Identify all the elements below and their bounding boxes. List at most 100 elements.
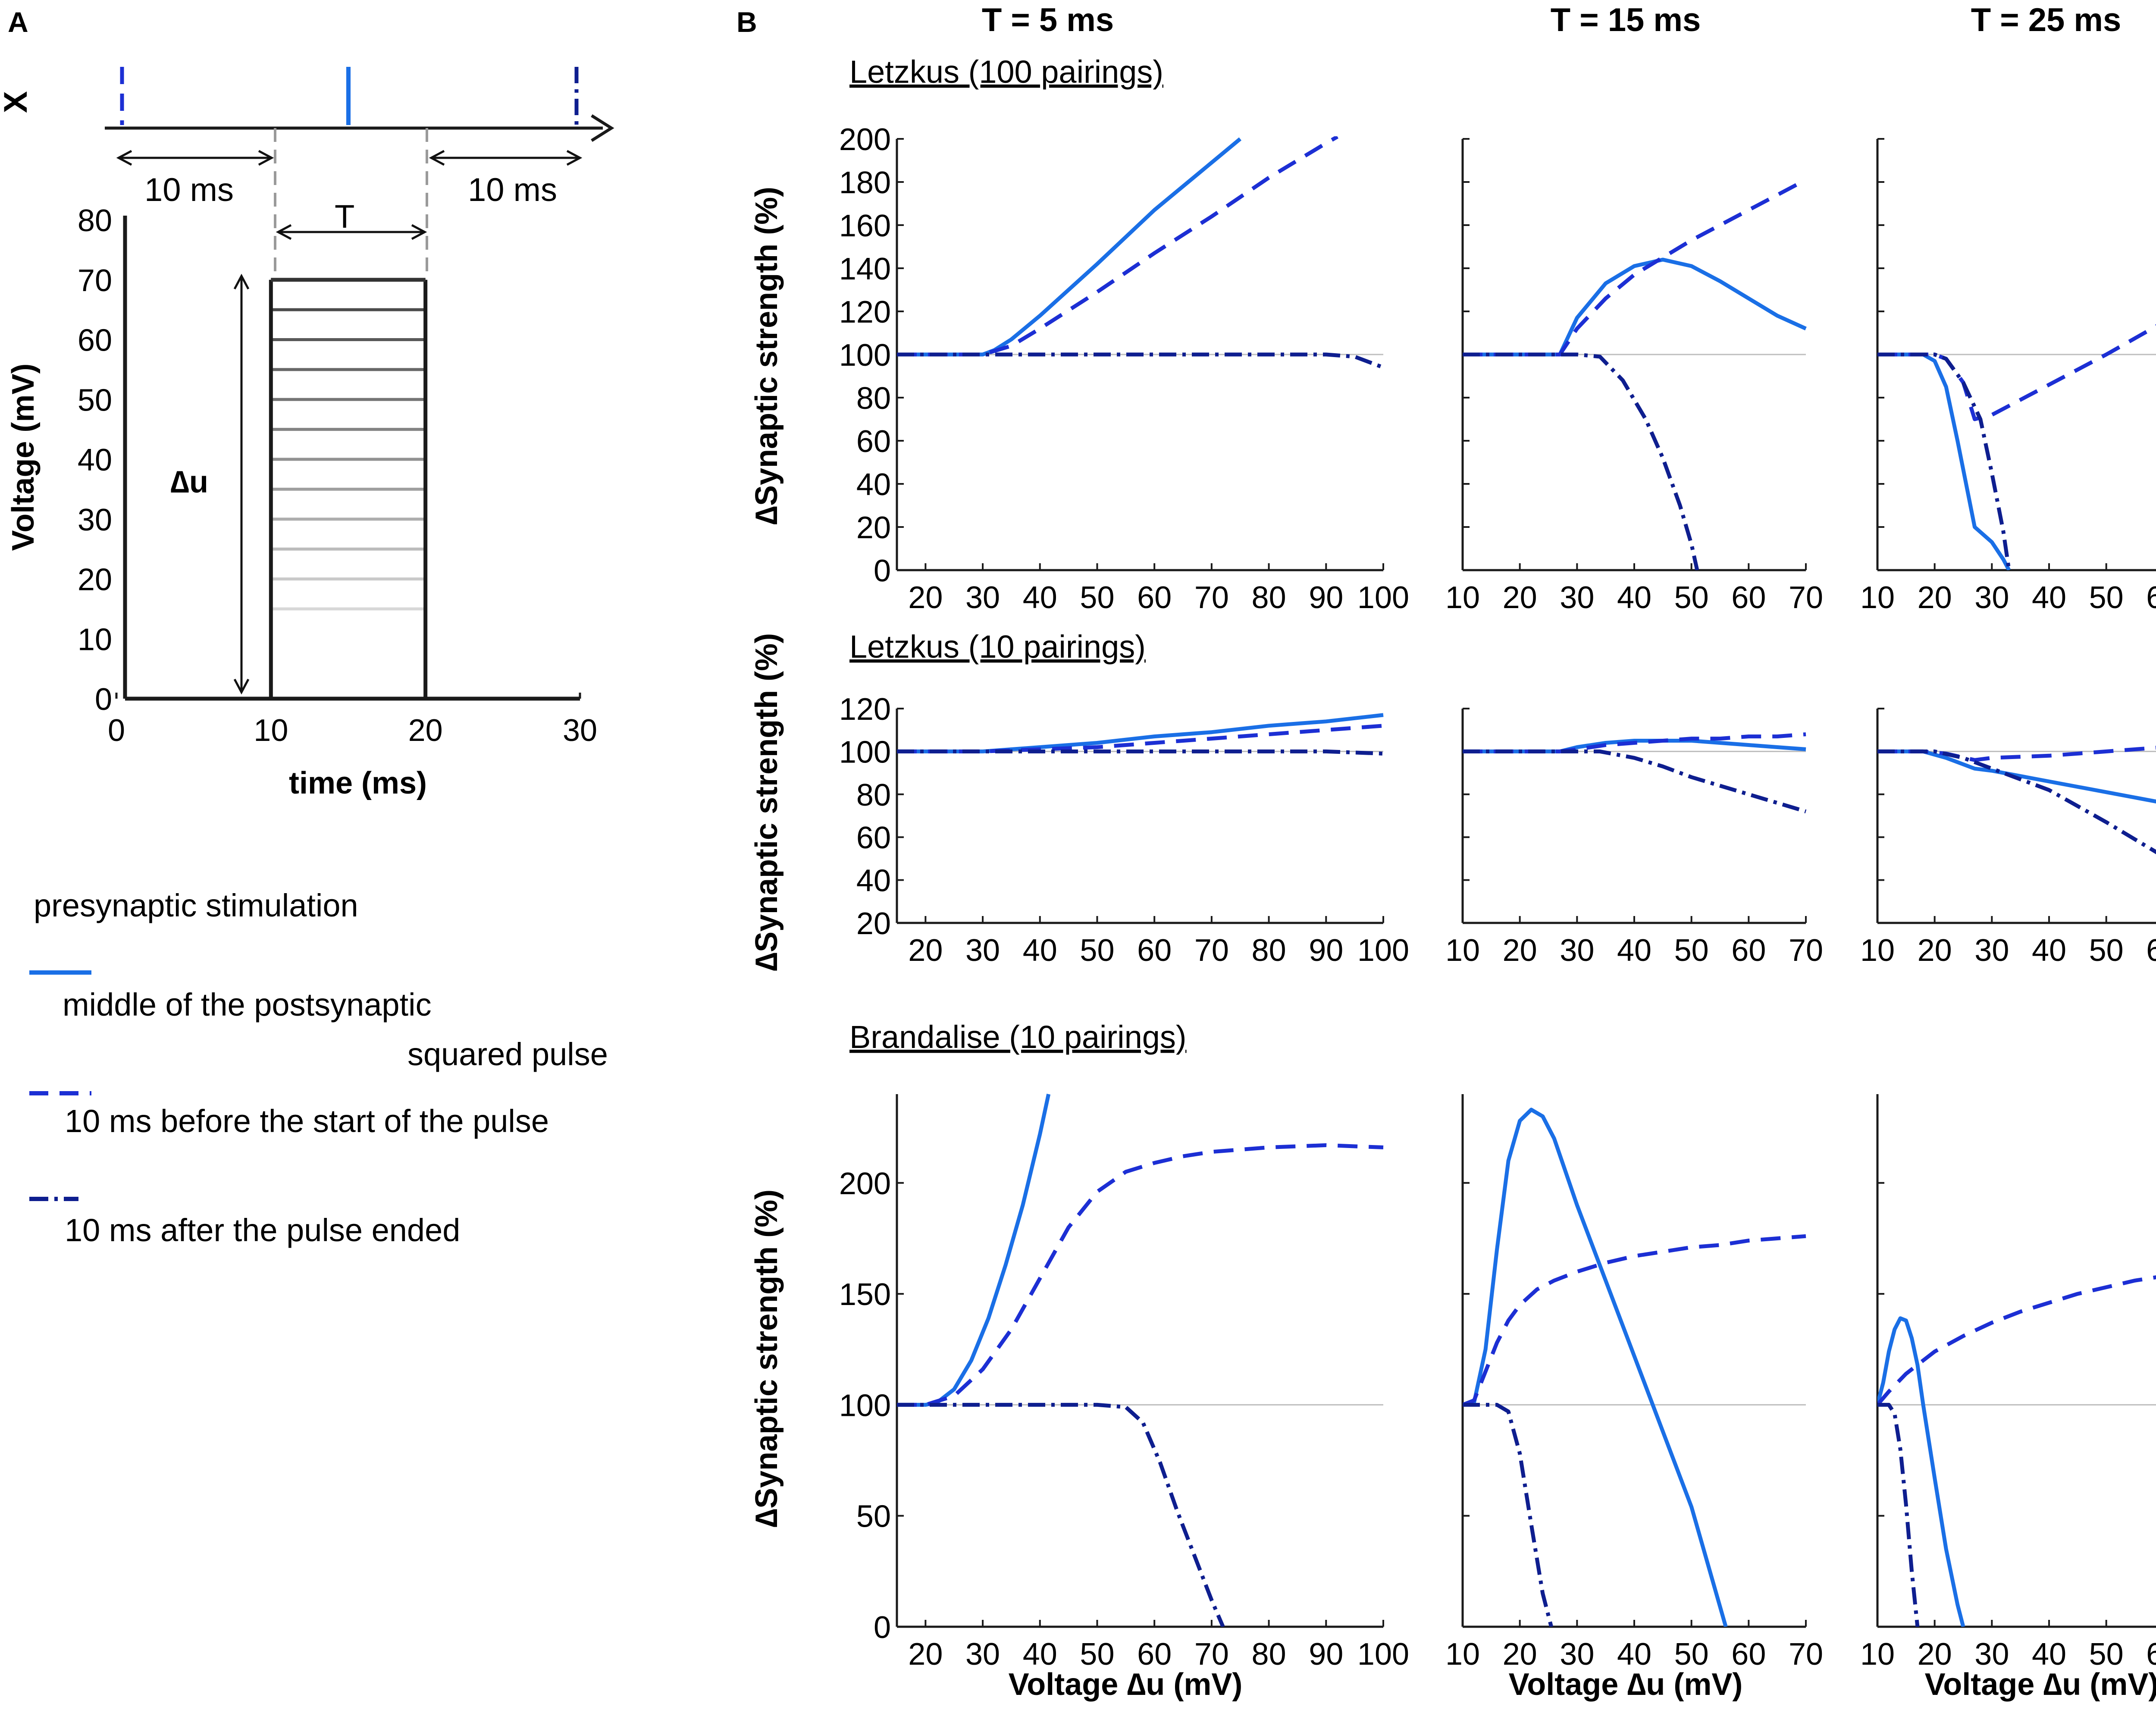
xtick-label: 60: [1137, 580, 1172, 615]
xtick-label: 50: [1674, 1637, 1709, 1672]
series-dashdot-line: [897, 749, 1384, 756]
panel-a-ytick-label: 60: [78, 323, 112, 358]
xtick-label: 60: [2146, 580, 2156, 615]
ytick-label: 120: [839, 295, 891, 329]
xtick-label: 60: [1731, 580, 1766, 615]
xtick-label: 30: [1560, 580, 1594, 615]
ytick-label: 100: [839, 735, 891, 769]
xtick-label: 20: [1503, 933, 1537, 968]
xtick-label: 40: [2032, 1637, 2066, 1672]
timeline-arrowhead: [591, 114, 614, 142]
xtick-label: 100: [1357, 933, 1409, 968]
xtick-label: 10: [1860, 933, 1895, 968]
xtick-label: 50: [1674, 580, 1709, 615]
xtick-label: 20: [1918, 1637, 1952, 1672]
ytick-label: 80: [856, 778, 891, 813]
row2-ylabel: ∆Synaptic strength (%): [749, 633, 784, 971]
xtick-label: 40: [1023, 580, 1057, 615]
xtick-label: 70: [1789, 580, 1823, 615]
series-dashdot-line: [1463, 352, 1699, 570]
series-dashed-line: [1463, 1234, 1806, 1407]
panel-a-xtick-label: 20: [408, 713, 443, 748]
series-solid-line: [1463, 257, 1807, 357]
panel-a-ytick-label: 0: [95, 682, 112, 717]
xtick-label: 70: [1194, 1637, 1229, 1672]
series-solid-line: [1463, 1107, 1728, 1627]
xtick-label: 10: [1445, 1637, 1480, 1672]
column-title-2: T = 15 ms: [1551, 2, 1701, 38]
xtick-label: 50: [1080, 580, 1114, 615]
ytick-label: 120: [839, 692, 891, 727]
xtick-label: 10: [1860, 1637, 1895, 1672]
xtick-label: 50: [2089, 1637, 2124, 1672]
legend-solid-line2: squared pulse: [407, 1036, 608, 1072]
xtick-label: 40: [1023, 1637, 1057, 1672]
xtick-label: 10: [1860, 580, 1895, 615]
xlabel-col1: Voltage ∆u (mV): [1009, 1667, 1243, 1702]
xtick-label: 20: [908, 580, 943, 615]
subplot-2: 10 20 30 40 50 60 70: [1445, 138, 1823, 615]
xtick-label: 90: [1309, 933, 1343, 968]
xtick-label: 20: [1503, 580, 1537, 615]
row-title-1: Letzkus (100 pairings): [849, 54, 1163, 90]
arrow-10ms-right-heads: [429, 150, 583, 166]
xtick-label: 30: [965, 580, 1000, 615]
subplot-1: 0 20 40 60 80 100 120 140 160 180 200 20 30 40 50 60 70 8…: [839, 122, 1409, 615]
series-dashed-line: [1877, 1275, 2156, 1406]
xtick-label: 60: [1137, 933, 1172, 968]
arrow-delta-u-heads: [233, 273, 250, 695]
xtick-label: 10: [1445, 933, 1480, 968]
row3-ylabel: ∆Synaptic strength (%): [749, 1189, 784, 1528]
xtick-label: 30: [1560, 933, 1594, 968]
xtick-label: 40: [1023, 933, 1057, 968]
label-10ms-right: 10 ms: [468, 172, 557, 208]
series-dashdot-line: [1877, 1402, 1920, 1627]
series-dashdot-line: [897, 352, 1384, 370]
subplot-7: 0 50 100 150 200 20 30 40 50 60 70 80 90 100: [839, 1094, 1409, 1672]
ytick-label: 200: [839, 122, 891, 157]
ytick-label: 40: [856, 864, 891, 898]
panel-a-xtick-label: 0: [108, 713, 125, 748]
xtick-label: 20: [908, 933, 943, 968]
column-title-3: T = 25 ms: [1971, 2, 2122, 38]
subplot-5: 10 20 30 40 50 60 70: [1445, 708, 1823, 968]
xtick-label: 30: [1560, 1637, 1594, 1672]
xtick-label: 30: [1974, 1637, 2009, 1672]
label-T: T: [335, 198, 354, 235]
xtick-label: 50: [1080, 933, 1114, 968]
ytick-label: 0: [874, 554, 891, 588]
xtick-label: 60: [1731, 933, 1766, 968]
series-dashdot-line: [1463, 749, 1807, 813]
panel-a-ytick-label: 80: [78, 204, 112, 238]
series-dashed-line: [1877, 324, 2156, 421]
ytick-label: 150: [839, 1277, 891, 1312]
ytick-label: 140: [839, 252, 891, 286]
xlabel-col2: Voltage ∆u (mV): [1509, 1667, 1743, 1702]
ytick-label: 60: [856, 424, 891, 459]
xtick-label: 100: [1357, 580, 1409, 615]
xtick-label: 90: [1309, 1637, 1343, 1672]
ytick-label: 80: [856, 381, 891, 416]
xtick-label: 80: [1252, 1637, 1286, 1672]
xtick-label: 60: [2146, 1637, 2156, 1672]
xtick-label: 50: [2089, 580, 2124, 615]
xtick-label: 20: [1918, 580, 1952, 615]
xtick-label: 50: [1674, 933, 1709, 968]
ytick-label: 100: [839, 1388, 891, 1423]
ytick-label: 60: [856, 821, 891, 855]
panel-a-x-label: X: [0, 91, 34, 113]
xtick-label: 30: [965, 1637, 1000, 1672]
xtick-label: 30: [1974, 580, 2009, 615]
series-dashdot-line: [897, 1402, 1225, 1627]
series-solid-line: [1877, 1316, 1965, 1627]
ytick-label: 100: [839, 338, 891, 373]
legend-dashdot: 10 ms after the pulse ended: [65, 1212, 460, 1248]
series-solid-line: [1877, 749, 2156, 804]
legend-heading: presynaptic stimulation: [34, 888, 358, 923]
series-dashdot-line: [1877, 749, 2156, 854]
panel-a-xtick-label: 10: [254, 713, 288, 748]
